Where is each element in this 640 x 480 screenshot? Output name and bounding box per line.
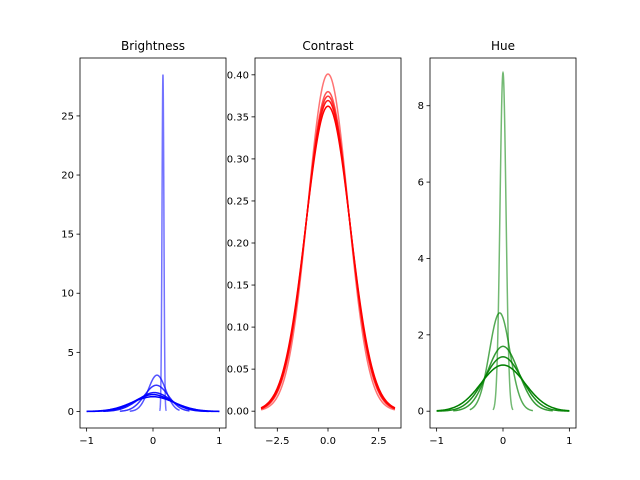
series-line-2 bbox=[129, 374, 180, 412]
chart-panel-2: −2.5 0.0 2.5 0.00 0.05 0.10 0.15 0.20 0.25 0.30 0.… bbox=[227, 39, 402, 447]
x-tick-label: 2.5 bbox=[371, 436, 387, 447]
y-tick-label: 5 bbox=[68, 348, 74, 359]
chart-panel-3: −1 0 1 0 2 4 6 8 Hue bbox=[418, 39, 577, 447]
series-line-5 bbox=[260, 105, 396, 409]
x-tick-label: 0 bbox=[500, 436, 506, 447]
series-line-5 bbox=[436, 364, 570, 412]
x-tick-label: 1 bbox=[216, 436, 222, 447]
y-tick-label: 0.15 bbox=[227, 281, 249, 292]
chart-title: Hue bbox=[491, 39, 515, 53]
y-tick-label: 0.30 bbox=[227, 154, 249, 165]
x-tick-label: 0 bbox=[150, 436, 156, 447]
y-tick-label: 10 bbox=[61, 289, 74, 300]
series-group bbox=[260, 73, 396, 411]
y-tick-label: 0 bbox=[418, 407, 424, 418]
y-tick-label: 0.40 bbox=[227, 70, 249, 81]
x-tick-label: 0.0 bbox=[320, 436, 336, 447]
y-tick-label: 25 bbox=[61, 111, 74, 122]
y-tick-label: 15 bbox=[61, 230, 74, 241]
x-tick-label: −1 bbox=[429, 436, 444, 447]
y-tick-label: 0.00 bbox=[227, 407, 249, 418]
series-line-3 bbox=[453, 345, 553, 412]
y-tick-label: 4 bbox=[418, 254, 424, 265]
x-tick-label: 1 bbox=[566, 436, 572, 447]
y-tick-label: 0.35 bbox=[227, 112, 249, 123]
y-tick-label: 0 bbox=[68, 407, 74, 418]
series-line-1 bbox=[260, 73, 396, 411]
series-group bbox=[86, 74, 220, 413]
y-tick-label: 2 bbox=[418, 330, 424, 341]
series-line-3 bbox=[119, 384, 190, 412]
x-tick-label: −2.5 bbox=[265, 436, 289, 447]
series-line-1 bbox=[492, 70, 514, 411]
y-tick-label: 0.20 bbox=[227, 239, 249, 250]
y-tick-label: 0.05 bbox=[227, 365, 249, 376]
series-line-2 bbox=[469, 312, 533, 412]
series-group bbox=[436, 70, 570, 412]
y-tick-label: 0.10 bbox=[227, 323, 249, 334]
y-tick-label: 8 bbox=[418, 101, 424, 112]
x-tick-label: −1 bbox=[79, 436, 94, 447]
series-line-6 bbox=[86, 395, 220, 413]
y-tick-label: 20 bbox=[61, 171, 74, 182]
chart-title: Brightness bbox=[121, 39, 185, 53]
series-line-4 bbox=[436, 356, 570, 412]
y-tick-label: 6 bbox=[418, 178, 424, 189]
chart-title: Contrast bbox=[302, 39, 354, 53]
y-tick-label: 0.25 bbox=[227, 196, 249, 207]
